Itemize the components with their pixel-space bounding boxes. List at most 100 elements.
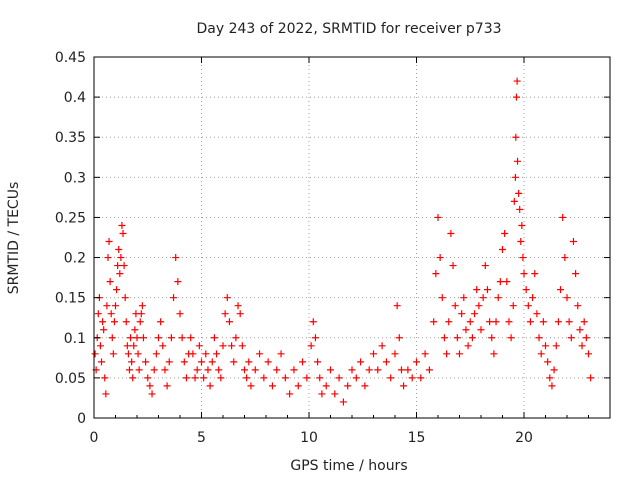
data-point [105, 238, 113, 246]
data-point [524, 302, 532, 310]
data-point [458, 310, 466, 318]
data-point [344, 382, 352, 390]
data-point [447, 229, 455, 237]
data-point [99, 318, 107, 326]
data-point [557, 286, 565, 294]
data-point [108, 334, 116, 342]
data-point [509, 302, 517, 310]
data-point [146, 382, 154, 390]
data-point [438, 294, 446, 302]
data-point [103, 302, 111, 310]
data-point [496, 278, 504, 286]
x-tick-label: 15 [408, 430, 426, 446]
data-point [483, 286, 491, 294]
data-point [395, 334, 403, 342]
data-point [503, 278, 511, 286]
data-point [247, 382, 255, 390]
data-point [400, 382, 408, 390]
x-tick-label: 0 [90, 430, 99, 446]
data-point [440, 334, 448, 342]
data-point [531, 270, 539, 278]
data-point [91, 350, 99, 358]
data-point [213, 350, 221, 358]
data-point [456, 350, 463, 358]
data-point [462, 326, 470, 334]
data-point [260, 374, 268, 382]
data-point [537, 350, 545, 358]
data-point [554, 318, 562, 326]
data-point [322, 382, 330, 390]
data-point [102, 390, 110, 398]
data-point [519, 254, 527, 262]
data-point [425, 366, 433, 374]
data-point [520, 270, 528, 278]
data-point [134, 350, 142, 358]
data-point [152, 350, 160, 358]
data-point [539, 318, 547, 326]
data-point [115, 246, 123, 254]
data-point [578, 342, 586, 350]
data-point [432, 270, 440, 278]
data-point [335, 374, 343, 382]
data-point [191, 374, 199, 382]
x-axis-label: GPS time / hours [290, 458, 407, 474]
data-point [161, 366, 169, 374]
data-point [230, 358, 238, 366]
data-point [174, 278, 182, 286]
data-point [510, 197, 518, 205]
data-point [232, 334, 240, 342]
data-point [118, 221, 126, 229]
data-point [514, 157, 522, 165]
data-point [580, 318, 588, 326]
data-point [303, 374, 311, 382]
data-point [494, 294, 502, 302]
data-point [352, 374, 360, 382]
data-point [106, 278, 114, 286]
y-tick-label: 0.05 [55, 371, 86, 387]
data-point [114, 262, 122, 270]
data-point [286, 390, 294, 398]
data-point [187, 334, 195, 342]
data-point [120, 262, 128, 270]
chart-title: Day 243 of 2022, SRMTID for receiver p73… [196, 21, 501, 37]
data-point [517, 238, 525, 246]
data-point [445, 318, 453, 326]
data-point [515, 189, 523, 197]
data-point [208, 358, 216, 366]
data-point [228, 342, 236, 350]
data-point [563, 294, 571, 302]
data-point [182, 374, 190, 382]
data-point [193, 366, 201, 374]
data-point [148, 390, 156, 398]
data-point [544, 358, 552, 366]
grid-layer [94, 57, 610, 418]
data-point [473, 286, 481, 294]
data-point [122, 318, 130, 326]
data-point [165, 358, 173, 366]
data-point [404, 366, 412, 374]
data-point [550, 366, 558, 374]
data-point [264, 358, 272, 366]
data-point [195, 342, 203, 350]
data-point [460, 294, 468, 302]
data-point [112, 302, 119, 310]
data-point [535, 334, 543, 342]
x-tick-label: 5 [197, 430, 206, 446]
data-point [374, 366, 382, 374]
data-point [215, 366, 223, 374]
data-point [204, 366, 212, 374]
data-point [294, 382, 302, 390]
data-point [486, 318, 494, 326]
data-point [533, 310, 541, 318]
data-point [124, 350, 132, 358]
data-point [507, 334, 515, 342]
data-point [542, 342, 549, 350]
data-point [127, 334, 135, 342]
x-tick-label: 20 [515, 430, 533, 446]
data-point [361, 382, 369, 390]
data-point [273, 366, 281, 374]
data-point [382, 358, 390, 366]
data-point [178, 334, 186, 342]
data-point [236, 310, 244, 318]
data-point [139, 334, 147, 342]
